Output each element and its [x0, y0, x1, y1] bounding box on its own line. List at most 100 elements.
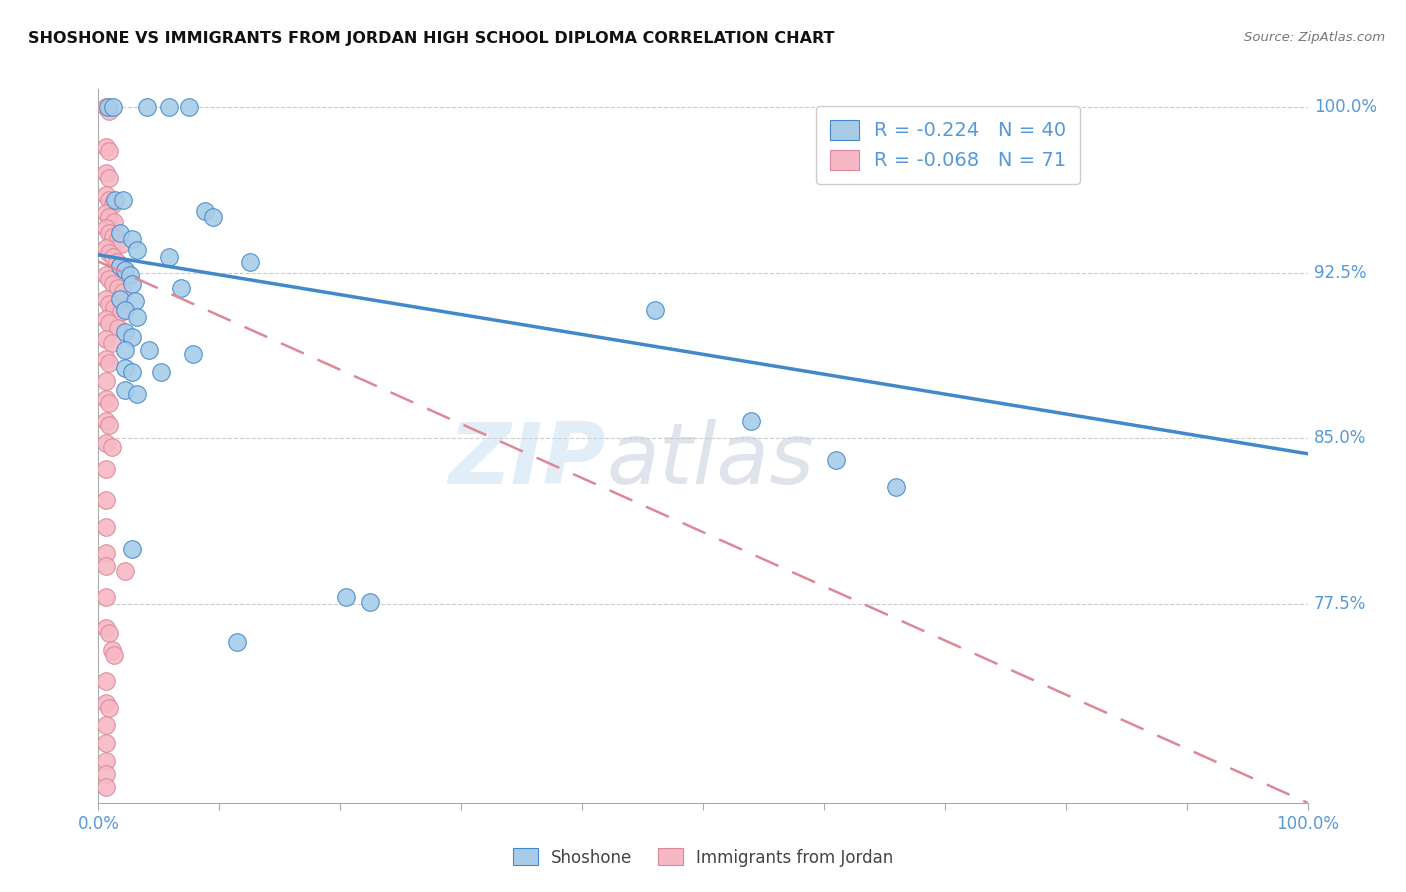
Point [157, 100, 180, 114]
Point [98, 317, 121, 331]
Point [121, 541, 143, 556]
Point [94, 241, 117, 255]
Point [110, 236, 132, 251]
Point [124, 294, 146, 309]
Point [114, 303, 136, 318]
Point [644, 303, 666, 318]
Text: Source: ZipAtlas.com: Source: ZipAtlas.com [1244, 31, 1385, 45]
Point [94, 462, 117, 476]
Point [94, 519, 117, 533]
Point [101, 277, 124, 291]
Point [98, 296, 121, 310]
Point [360, 595, 382, 609]
Point [98, 170, 121, 185]
Point [94, 754, 117, 768]
Point [98, 700, 121, 714]
Point [104, 193, 127, 207]
Text: 85.0%: 85.0% [1313, 429, 1367, 447]
Point [94, 100, 117, 114]
Point [101, 197, 124, 211]
Point [194, 203, 217, 218]
Point [111, 193, 134, 207]
Point [114, 564, 136, 578]
Point [825, 453, 848, 467]
Point [103, 215, 125, 229]
Point [114, 360, 136, 375]
Point [94, 188, 117, 202]
Point [94, 767, 117, 781]
Point [135, 100, 157, 114]
Text: 92.5%: 92.5% [1313, 263, 1367, 282]
Point [121, 365, 143, 379]
Point [94, 559, 117, 574]
Point [98, 104, 121, 119]
Point [107, 320, 129, 334]
Point [121, 329, 143, 343]
Point [105, 254, 128, 268]
Point [107, 232, 129, 246]
Point [98, 144, 121, 158]
Point [94, 435, 117, 450]
Point [98, 396, 121, 410]
Point [98, 356, 121, 370]
Point [108, 259, 131, 273]
Point [101, 100, 124, 114]
Point [127, 387, 149, 401]
Point [121, 232, 143, 246]
Point [114, 263, 136, 277]
Point [169, 281, 191, 295]
Point [100, 643, 122, 657]
Point [103, 648, 125, 662]
Text: atlas: atlas [606, 418, 814, 502]
Point [98, 245, 121, 260]
Point [202, 211, 225, 225]
Point [107, 281, 129, 295]
Point [94, 268, 117, 282]
Legend: Shoshone, Immigrants from Jordan: Shoshone, Immigrants from Jordan [503, 838, 903, 877]
Point [94, 332, 117, 346]
Point [94, 674, 117, 689]
Point [108, 226, 131, 240]
Point [114, 343, 136, 357]
Point [100, 336, 122, 351]
Text: 77.5%: 77.5% [1313, 595, 1367, 613]
Point [98, 272, 121, 286]
Point [97, 100, 120, 114]
Point [110, 305, 132, 319]
Point [150, 365, 173, 379]
Point [157, 250, 180, 264]
Text: SHOSHONE VS IMMIGRANTS FROM JORDAN HIGH SCHOOL DIPLOMA CORRELATION CHART: SHOSHONE VS IMMIGRANTS FROM JORDAN HIGH … [28, 31, 835, 46]
Point [335, 591, 357, 605]
Point [94, 621, 117, 635]
Point [740, 414, 762, 428]
Point [226, 634, 249, 648]
Point [98, 625, 121, 640]
Point [111, 285, 134, 300]
Point [239, 254, 262, 268]
Point [108, 259, 131, 273]
Point [177, 100, 201, 114]
Point [101, 230, 124, 244]
Point [98, 226, 121, 240]
Point [121, 277, 143, 291]
Point [138, 343, 160, 357]
Point [101, 250, 124, 264]
Point [94, 392, 117, 406]
Point [94, 414, 117, 428]
Point [94, 697, 117, 711]
Text: 100.0%: 100.0% [1313, 98, 1376, 116]
Point [127, 244, 149, 258]
Point [94, 351, 117, 366]
Point [94, 546, 117, 560]
Point [103, 301, 125, 315]
Point [127, 310, 149, 324]
Point [94, 374, 117, 388]
Point [118, 268, 141, 282]
Point [94, 780, 117, 795]
Point [94, 736, 117, 750]
Point [98, 211, 121, 225]
Point [94, 493, 117, 508]
Point [94, 312, 117, 326]
Point [114, 325, 136, 339]
Point [94, 591, 117, 605]
